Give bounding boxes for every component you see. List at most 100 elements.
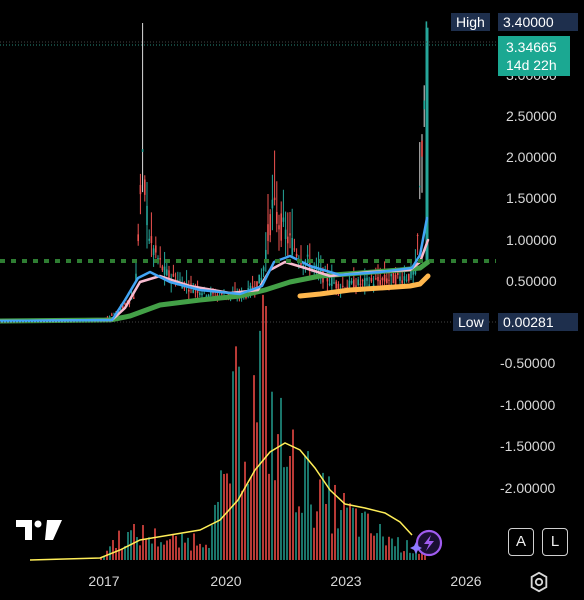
volume-bar [352,507,354,560]
candle-body [221,293,223,295]
volume-bar [415,551,417,560]
candle-body [113,313,115,315]
candle-body [141,149,144,152]
candle-body [350,280,353,284]
volume-bar [259,330,261,560]
candle-body [383,274,386,282]
volume-bar [316,511,318,560]
candle-body [269,214,271,236]
candle-body [304,260,307,264]
candle-body [168,270,170,278]
candle-body [157,258,159,260]
volume-bar [214,504,216,560]
volume-bar [388,536,390,560]
candle-body [111,314,113,316]
volume-bar [307,451,309,560]
volume-bar [376,533,378,560]
candle-body [353,279,355,290]
candle-body [260,277,263,283]
log-scale-button[interactable]: L [542,528,568,556]
volume-bar [190,550,192,560]
candle-body [287,236,289,244]
volume-bar [391,538,393,560]
candle-body [258,274,260,284]
time-tick-label: 2017 [88,573,119,589]
volume-bar [322,472,324,560]
volume-bar [163,544,165,560]
candle-body [408,273,410,281]
ma-orange-line [297,273,431,299]
candle-body [152,248,155,256]
current-price-badge: 3.34665 14d 22h [498,36,570,76]
volume-bar [112,540,114,560]
candle-body [166,269,168,276]
volume-bar [142,525,144,560]
candle-body [155,245,157,253]
volume-bar [328,476,330,560]
candle-body [289,233,291,236]
candle-body [207,294,210,297]
volume-bar [253,375,255,560]
volume-series [29,294,426,561]
time-tick-label: 2023 [330,573,361,589]
candle-body [421,140,423,157]
candle-body [364,278,366,286]
volume-bar [301,512,303,560]
candle-body [256,281,258,289]
volume-bar [421,551,423,560]
volume-bar [211,525,213,560]
candle-body [163,266,166,275]
volume-bar [361,512,363,560]
candle-body [403,276,406,281]
candle-body [328,283,331,286]
candle-body [265,249,267,262]
candle-body [392,272,395,284]
candle-body [302,265,304,267]
volume-bar [409,552,411,560]
candle-body [172,273,175,277]
candle-body [405,279,408,281]
price-tick-label: 1.50000 [506,190,557,206]
volume-bar [283,467,285,560]
price-tick-label: 1.00000 [506,232,557,248]
gear-icon[interactable] [528,571,550,593]
volume-bar [145,538,147,560]
candle-body [201,293,203,296]
price-tick-label: 2.50000 [506,108,557,124]
auto-scale-button[interactable]: A [508,528,534,556]
candle-body [399,276,401,281]
volume-bar [250,476,252,560]
volume-bar [382,536,384,560]
moving-averages [0,216,431,324]
volume-bar [202,547,204,560]
candle-body [271,199,274,209]
volume-bar [199,543,201,560]
volume-bar [397,537,399,560]
lightning-icon[interactable] [410,528,444,558]
bar-countdown: 14d 22h [506,57,557,73]
candle-body [317,268,320,272]
volume-bar [103,555,105,560]
volume-bar [232,371,234,560]
volume-bar [349,503,351,560]
candle-body [412,271,414,275]
volume-bar [166,540,168,560]
volume-bar [223,473,225,560]
candle-series [3,21,429,323]
candle-body [379,280,381,285]
volume-bar [178,547,180,560]
volume-bar [175,536,177,560]
volume-bar [172,534,174,560]
high-label: High [451,13,490,31]
candle-body [342,285,344,287]
volume-bar [403,551,405,560]
volume-bar [193,533,195,560]
price-tick-label: 2.00000 [506,149,557,165]
candle-body [386,278,388,284]
ma-blue-line [0,216,429,323]
candle-body [273,197,276,201]
candle-body [315,264,318,268]
candle-body [144,179,146,195]
volume-bar [247,483,249,560]
